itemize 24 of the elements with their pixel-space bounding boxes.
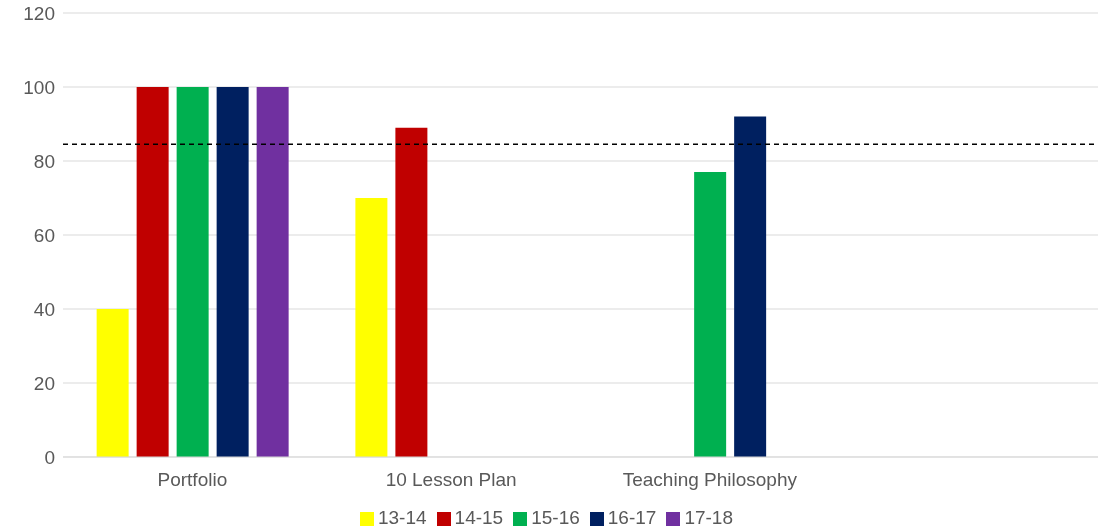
bar	[355, 198, 388, 457]
legend-label: 16-17	[607, 507, 657, 528]
x-tick-label: Teaching Philosophy	[622, 469, 798, 491]
legend-label: 14-15	[454, 507, 504, 528]
bar	[216, 87, 249, 457]
y-tick-label: 0	[44, 446, 55, 468]
y-tick-label: 80	[33, 150, 55, 172]
legend-label: 13-14	[377, 507, 427, 528]
bar	[136, 87, 169, 457]
y-tick-label: 40	[33, 298, 55, 320]
bar	[734, 116, 767, 457]
bar	[395, 127, 428, 457]
legend-label: 17-18	[684, 507, 734, 528]
x-tick-label: 10 Lesson Plan	[385, 469, 517, 491]
y-tick-label: 100	[23, 76, 55, 98]
legend-label: 15-16	[531, 507, 580, 528]
y-tick-label: 120	[23, 2, 55, 24]
bar	[694, 172, 727, 457]
y-tick-label: 20	[33, 372, 55, 394]
y-tick-label: 60	[33, 224, 55, 246]
bar	[96, 309, 129, 457]
x-tick-label: Portfolio	[157, 469, 228, 491]
bar	[176, 87, 209, 457]
bar	[256, 87, 289, 457]
